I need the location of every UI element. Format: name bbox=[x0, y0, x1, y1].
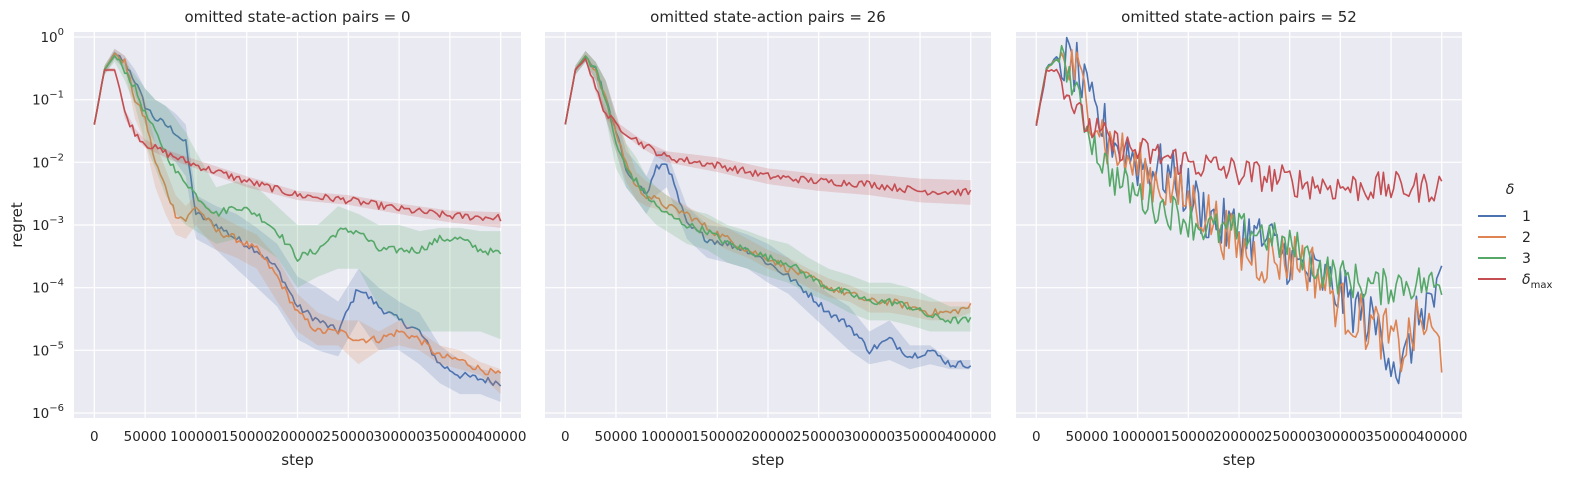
series-band-1 bbox=[565, 50, 971, 370]
x-tick-label: 0 bbox=[1032, 429, 1041, 445]
series-line-3 bbox=[564, 55, 972, 325]
series-line-1 bbox=[1035, 36, 1443, 385]
x-axis-label: step bbox=[752, 451, 784, 469]
y-tick-label: 10−1 bbox=[32, 90, 64, 109]
x-tick-label: 400000 bbox=[1416, 429, 1468, 445]
y-tick-label: 10−3 bbox=[32, 215, 64, 234]
legend-label: 1 bbox=[1522, 209, 1531, 225]
y-tick-label: 100 bbox=[40, 27, 64, 46]
legend-label: δmax bbox=[1522, 272, 1552, 291]
x-axis-label: step bbox=[281, 451, 313, 469]
data-area bbox=[564, 50, 972, 370]
x-tick-label: 50000 bbox=[594, 429, 637, 445]
series-line-δmax bbox=[564, 57, 972, 197]
x-tick-label: 100000 bbox=[641, 429, 693, 445]
y-tick-label: 10−6 bbox=[32, 403, 64, 422]
x-tick-label: 150000 bbox=[1163, 429, 1215, 445]
panel-title: omitted state-action pairs = 52 bbox=[1121, 8, 1357, 26]
series-line-2 bbox=[1035, 48, 1443, 373]
panel-title: omitted state-action pairs = 26 bbox=[650, 8, 886, 26]
x-tick-label: 400000 bbox=[945, 429, 997, 445]
x-tick-label: 400000 bbox=[475, 429, 527, 445]
y-tick-label: 10−4 bbox=[32, 278, 64, 297]
data-area bbox=[93, 48, 502, 402]
series-line-3 bbox=[1035, 44, 1443, 306]
x-tick-label: 350000 bbox=[424, 429, 476, 445]
x-tick-label: 200000 bbox=[272, 429, 324, 445]
x-tick-label: 250000 bbox=[793, 429, 845, 445]
x-tick-label: 100000 bbox=[170, 429, 222, 445]
x-tick-label: 0 bbox=[90, 429, 99, 445]
x-tick-label: 50000 bbox=[124, 429, 167, 445]
x-tick-label: 200000 bbox=[742, 429, 794, 445]
y-tick-label: 10−5 bbox=[32, 340, 64, 359]
series-line-1 bbox=[93, 52, 502, 387]
x-tick-label: 300000 bbox=[373, 429, 425, 445]
panel-1: 0 50000 100000 150000 200000 250000 300000 3500… bbox=[545, 8, 997, 469]
series-line-2 bbox=[93, 52, 502, 376]
y-tick-label: 10−2 bbox=[32, 152, 64, 171]
x-tick-label: 250000 bbox=[323, 429, 375, 445]
x-tick-label: 150000 bbox=[692, 429, 744, 445]
legend-title: δ bbox=[1506, 182, 1515, 198]
series-band-2 bbox=[565, 50, 971, 321]
x-axis-label: step bbox=[1223, 451, 1255, 469]
x-tick-label: 0 bbox=[561, 429, 570, 445]
legend-label: 3 bbox=[1522, 251, 1531, 267]
panel-2: 0 50000 100000 150000 200000 250000 300000 3500… bbox=[1016, 8, 1468, 469]
series-band-3 bbox=[94, 50, 501, 340]
panel-0: 0 50000 100000 150000 200000 250000 300000 3500… bbox=[8, 8, 526, 469]
data-area bbox=[1035, 36, 1443, 385]
series-band-δmax bbox=[565, 57, 971, 205]
legend-label: 2 bbox=[1522, 230, 1531, 246]
series-band-1 bbox=[94, 48, 501, 402]
x-tick-label: 50000 bbox=[1065, 429, 1108, 445]
x-tick-label: 300000 bbox=[1315, 429, 1367, 445]
legend: δ 1 2 3 δmax bbox=[1478, 182, 1552, 291]
series-line-δmax bbox=[93, 69, 502, 222]
panels: 0 50000 100000 150000 200000 250000 300000 3500… bbox=[8, 8, 1468, 469]
x-tick-label: 100000 bbox=[1112, 429, 1164, 445]
x-tick-label: 150000 bbox=[221, 429, 273, 445]
x-tick-label: 300000 bbox=[844, 429, 896, 445]
y-axis-label: regret bbox=[8, 202, 26, 248]
series-line-3 bbox=[93, 54, 502, 262]
series-band-3 bbox=[565, 50, 971, 332]
x-tick-label: 350000 bbox=[1365, 429, 1417, 445]
panel-title: omitted state-action pairs = 0 bbox=[184, 8, 410, 26]
series-line-δmax bbox=[1035, 68, 1443, 203]
x-tick-label: 250000 bbox=[1264, 429, 1316, 445]
x-tick-label: 350000 bbox=[894, 429, 946, 445]
x-tick-label: 200000 bbox=[1213, 429, 1265, 445]
